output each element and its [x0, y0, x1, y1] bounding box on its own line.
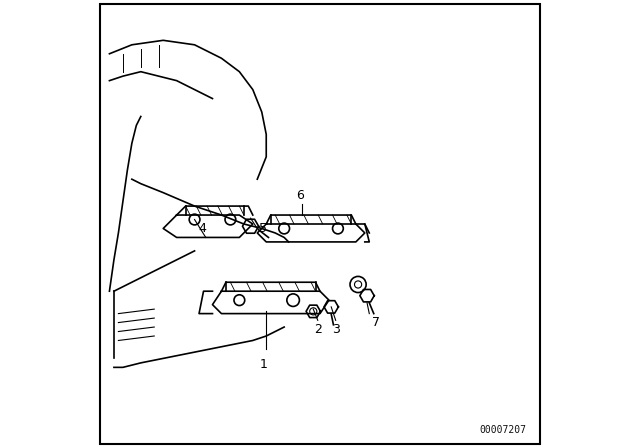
Text: 00007207: 00007207: [479, 425, 526, 435]
Text: 7: 7: [371, 316, 380, 329]
Text: 3: 3: [332, 323, 340, 336]
Text: 1: 1: [260, 358, 268, 371]
Text: 6: 6: [296, 190, 304, 202]
Text: 4: 4: [198, 222, 207, 235]
Text: 2: 2: [314, 323, 322, 336]
Text: 5: 5: [259, 222, 267, 235]
